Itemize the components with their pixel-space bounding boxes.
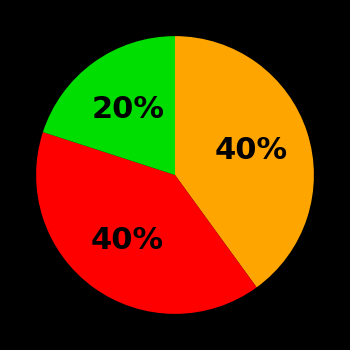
- Wedge shape: [175, 36, 314, 287]
- Text: 20%: 20%: [91, 95, 164, 124]
- Text: 40%: 40%: [91, 226, 164, 255]
- Wedge shape: [36, 132, 257, 314]
- Wedge shape: [43, 36, 175, 175]
- Text: 40%: 40%: [215, 135, 288, 164]
